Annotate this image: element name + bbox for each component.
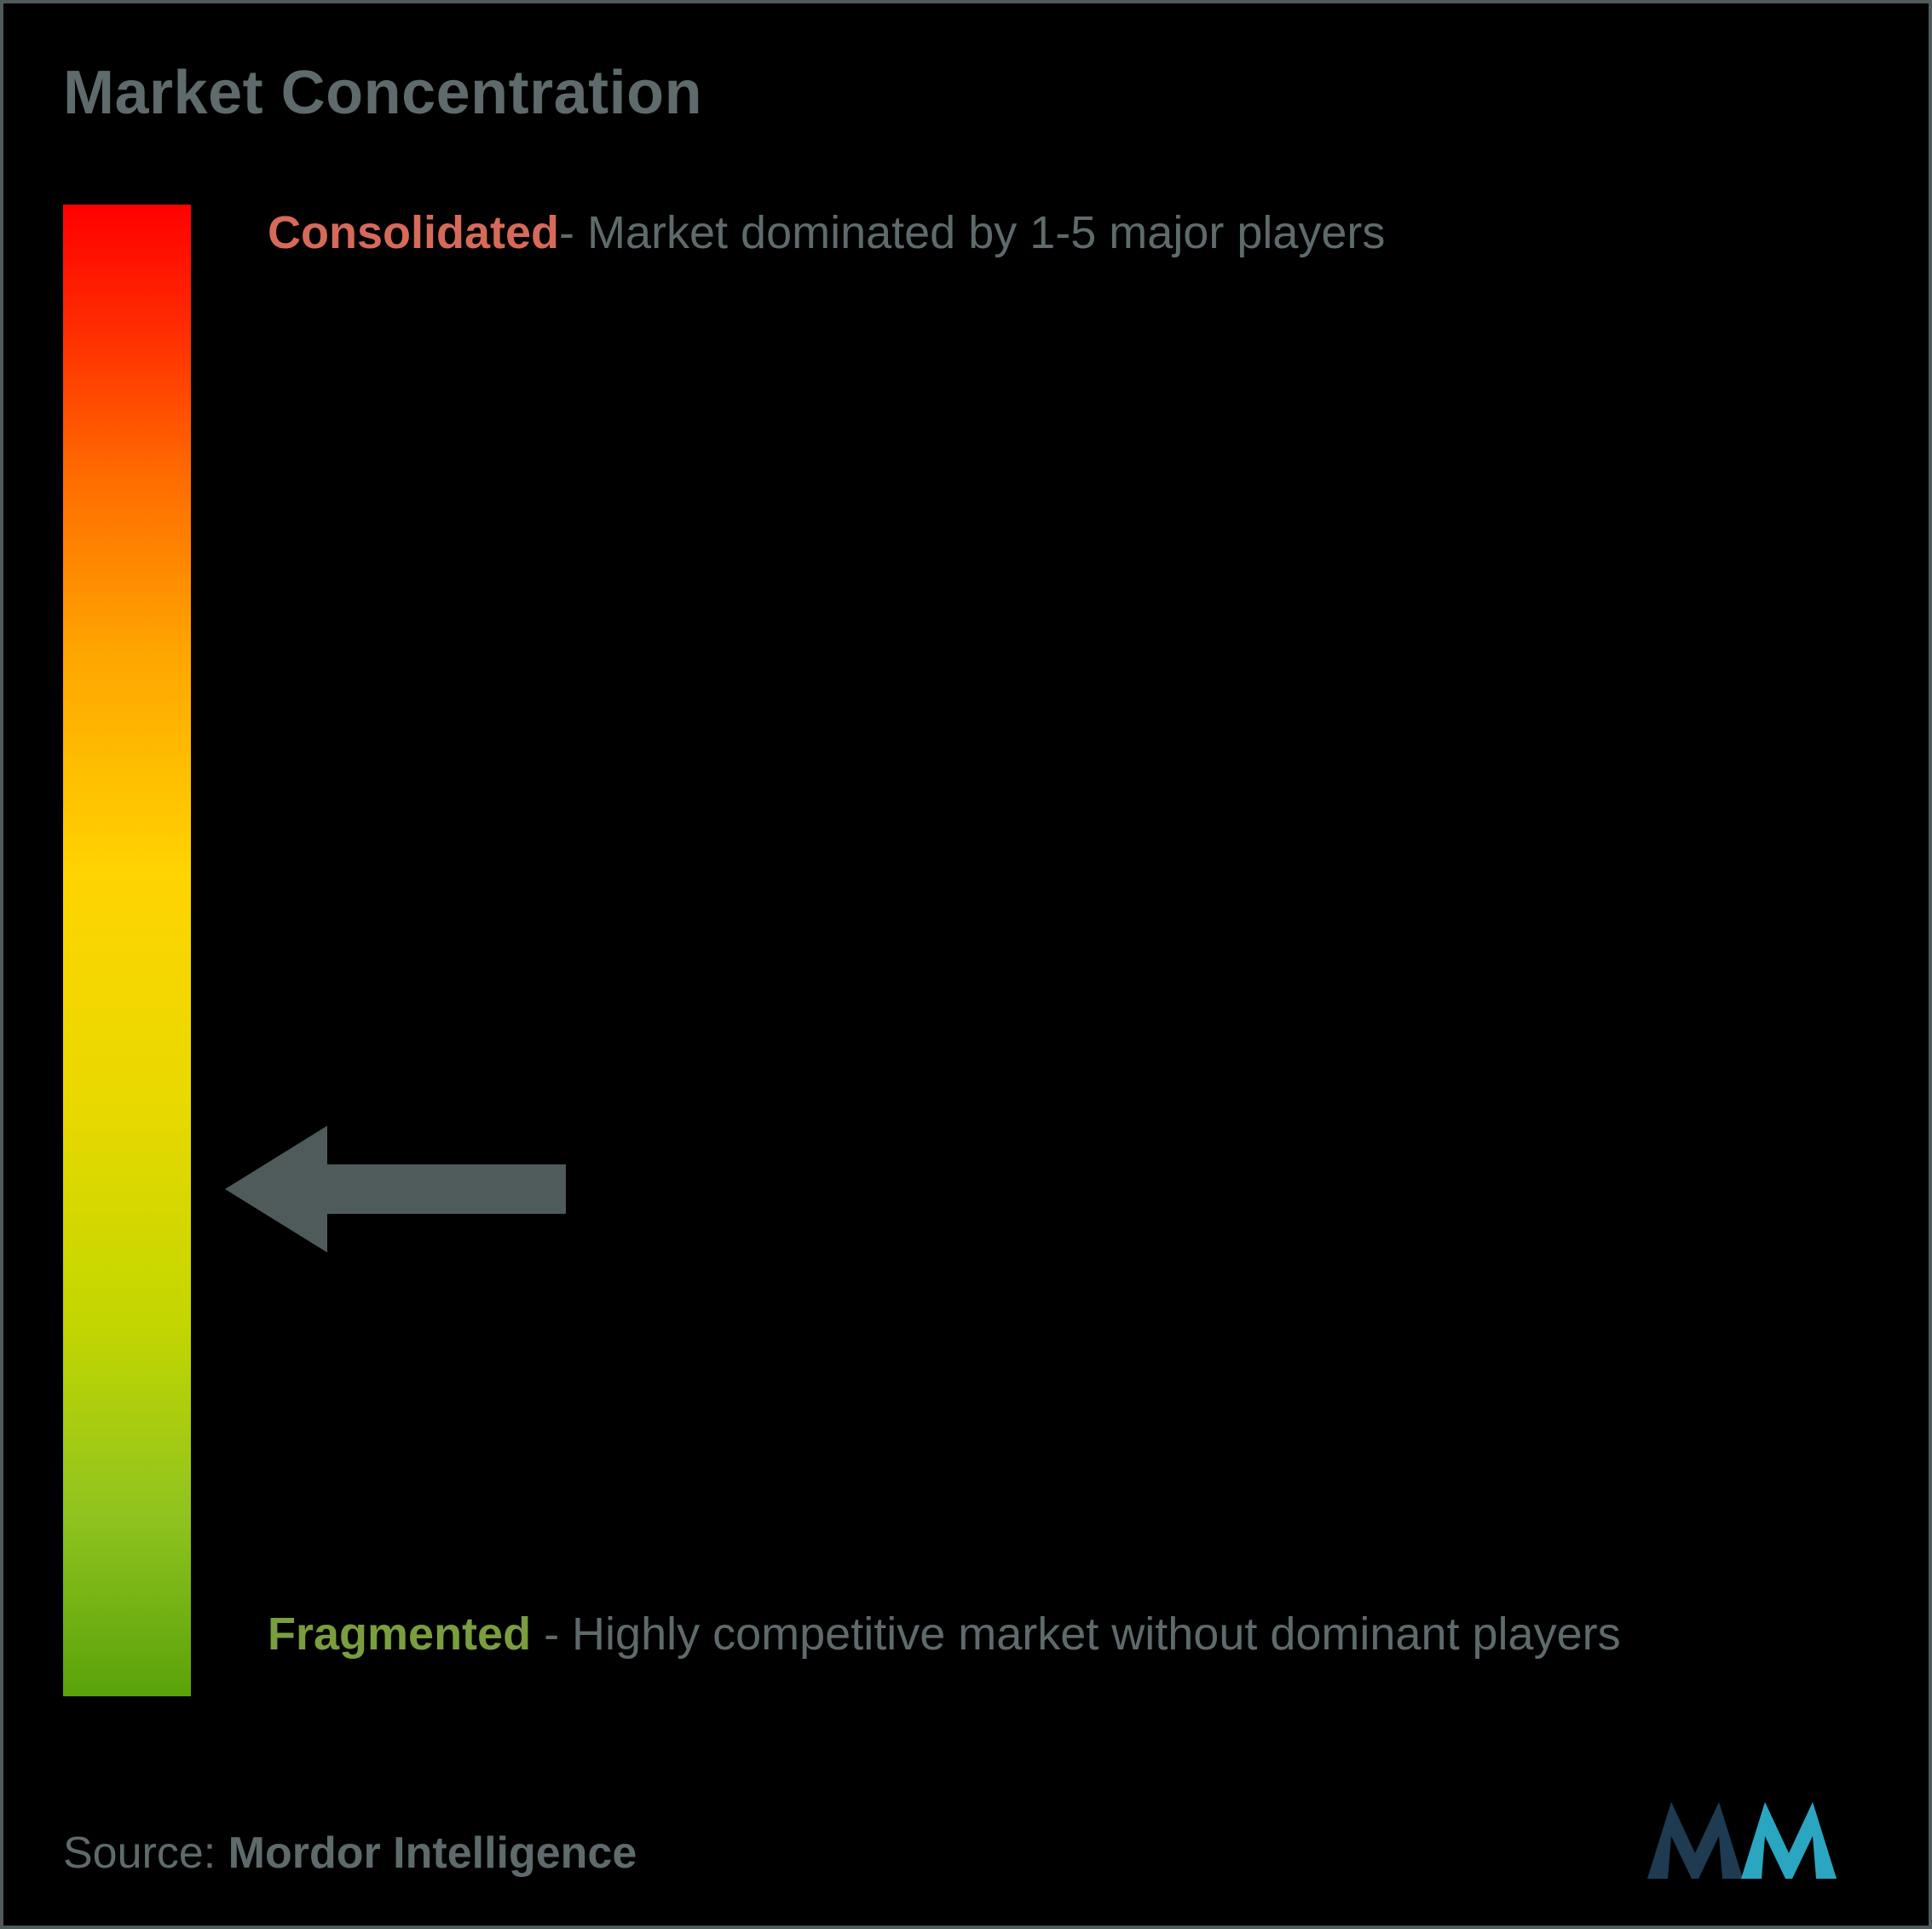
consolidated-label: Consolidated- Market dominated by 1-5 ma…: [268, 196, 1835, 269]
mordor-logo-icon: [1647, 1776, 1860, 1887]
concentration-gradient-bar: [63, 205, 191, 1696]
source-value: Mordor Intelligence: [228, 1828, 637, 1878]
market-concentration-card: Market Concentration Consolidated- Marke…: [0, 0, 1932, 1929]
chart-body: Consolidated- Market dominated by 1-5 ma…: [63, 205, 1869, 1696]
fragmented-lead: Fragmented: [268, 1608, 531, 1660]
consolidated-rest: - Market dominated by 1-5 major players: [559, 207, 1385, 258]
source-label: Source:: [63, 1828, 228, 1878]
fragmented-label: Fragmented - Highly competitive market w…: [268, 1597, 1835, 1671]
arrow-left-icon: [225, 1126, 566, 1253]
fragmented-rest: - Highly competitive market without domi…: [531, 1608, 1621, 1660]
indicator-arrow: [225, 1121, 583, 1257]
card-title: Market Concentration: [63, 58, 1869, 128]
source-line: Source: Mordor Intelligence: [63, 1828, 637, 1879]
consolidated-lead: Consolidated: [268, 207, 559, 258]
